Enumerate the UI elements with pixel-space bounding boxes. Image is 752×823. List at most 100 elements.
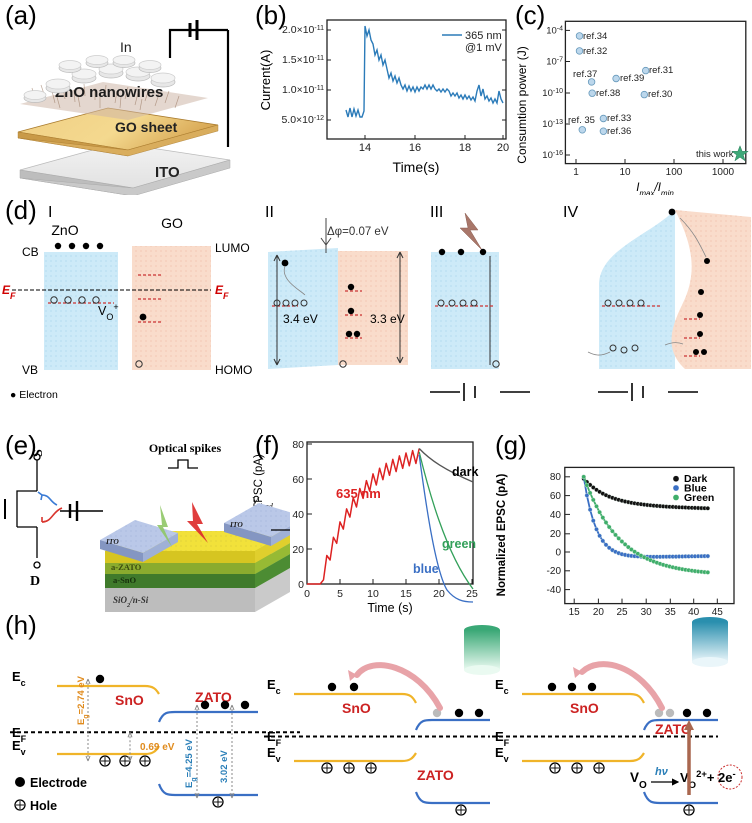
- svg-text:EF: EF: [215, 283, 229, 301]
- svg-text:3.4 eV: 3.4 eV: [283, 312, 318, 326]
- svg-text:Optical spikes: Optical spikes: [149, 441, 222, 455]
- svg-text:Ec: Ec: [495, 677, 509, 696]
- svg-text:635 nm: 635 nm: [336, 486, 381, 501]
- svg-text:40: 40: [550, 510, 562, 521]
- svg-text:@1 mV: @1 mV: [465, 42, 503, 54]
- svg-text:S: S: [31, 449, 46, 457]
- svg-text:Ec: Ec: [12, 669, 26, 688]
- svg-text:10-13: 10-13: [542, 119, 563, 131]
- svg-text:20: 20: [292, 544, 304, 556]
- svg-text:In: In: [120, 39, 132, 55]
- svg-text:ZnO nanowires: ZnO nanowires: [55, 84, 163, 101]
- svg-text:10-10: 10-10: [542, 88, 563, 100]
- svg-text:II: II: [265, 204, 274, 221]
- svg-text:I: I: [48, 204, 52, 221]
- svg-text:SnO: SnO: [342, 700, 371, 716]
- svg-text:ref.34: ref.34: [583, 31, 607, 42]
- svg-text:ZATO: ZATO: [417, 767, 454, 783]
- svg-text:ref.39: ref.39: [620, 73, 644, 84]
- svg-text:D: D: [30, 574, 40, 589]
- svg-text:0: 0: [555, 548, 561, 559]
- svg-text:ITO: ITO: [155, 164, 180, 181]
- svg-text:ref.37: ref.37: [573, 69, 597, 80]
- svg-text:5.0×10-12: 5.0×10-12: [281, 114, 324, 126]
- svg-text:60: 60: [550, 491, 562, 502]
- svg-text:ref.32: ref.32: [583, 46, 607, 57]
- svg-text:20: 20: [497, 142, 509, 154]
- svg-text:1000: 1000: [712, 167, 735, 178]
- svg-text:ITO: ITO: [229, 520, 243, 529]
- svg-text:80: 80: [550, 472, 562, 483]
- svg-text:Hole: Hole: [30, 799, 57, 813]
- svg-text:60: 60: [292, 474, 304, 486]
- svg-text:20: 20: [550, 529, 562, 540]
- svg-text:EF: EF: [2, 283, 16, 301]
- svg-text:10: 10: [619, 167, 631, 178]
- svg-text:100: 100: [666, 167, 683, 178]
- svg-text:-20: -20: [547, 566, 562, 577]
- svg-text:0.69 eV: 0.69 eV: [140, 742, 175, 753]
- svg-text:hν: hν: [655, 766, 669, 778]
- svg-text:VO2++: VO2++: [680, 769, 715, 791]
- svg-text:Consumtion power (J): Consumtion power (J): [515, 46, 529, 163]
- svg-text:10: 10: [367, 588, 379, 600]
- svg-text:Green: Green: [684, 492, 714, 504]
- svg-text:ref.30: ref.30: [648, 89, 672, 100]
- svg-text:a-ZATO: a-ZATO: [111, 562, 142, 572]
- svg-text:Electrode: Electrode: [30, 776, 87, 790]
- svg-text:ZnO: ZnO: [51, 222, 78, 238]
- svg-text:ref.36: ref.36: [607, 126, 631, 137]
- svg-text:ITO: ITO: [105, 537, 119, 546]
- svg-text:10-7: 10-7: [546, 56, 563, 68]
- svg-text:Δφ=0.07 eV: Δφ=0.07 eV: [327, 226, 389, 238]
- svg-text:GO sheet: GO sheet: [115, 119, 178, 135]
- svg-text:VO: VO: [630, 770, 647, 791]
- svg-text:40: 40: [292, 509, 304, 521]
- svg-text:15: 15: [400, 588, 412, 600]
- svg-text:2e-: 2e-: [718, 769, 736, 786]
- svg-text:1: 1: [573, 167, 579, 178]
- svg-text:ref. 35: ref. 35: [568, 115, 595, 126]
- svg-text:-40: -40: [547, 585, 562, 596]
- svg-text:● Electron: ● Electron: [10, 389, 58, 401]
- svg-text:GO: GO: [161, 215, 183, 231]
- svg-text:Eg=4.25 eV: Eg=4.25 eV: [184, 738, 198, 788]
- svg-text:3.02 eV: 3.02 eV: [219, 750, 230, 783]
- svg-text:1.5×10-11: 1.5×10-11: [282, 54, 324, 66]
- svg-text:80: 80: [292, 439, 304, 451]
- svg-text:VB: VB: [22, 363, 38, 377]
- svg-text:Ec: Ec: [267, 677, 281, 696]
- svg-text:dark: dark: [452, 465, 478, 479]
- svg-text:SnO: SnO: [115, 692, 144, 708]
- svg-text:1.0×10-11: 1.0×10-11: [282, 84, 324, 96]
- svg-text:IV: IV: [563, 204, 578, 221]
- svg-text:this work: this work: [696, 149, 734, 160]
- svg-text:10-4: 10-4: [546, 25, 563, 37]
- svg-text:ref.31: ref.31: [649, 65, 673, 76]
- svg-text:25: 25: [466, 588, 478, 600]
- svg-text:5: 5: [337, 588, 343, 600]
- svg-text:Eg=2.74 eV: Eg=2.74 eV: [76, 675, 90, 725]
- svg-text:18: 18: [459, 142, 471, 154]
- svg-text:a-SnO: a-SnO: [113, 575, 137, 585]
- svg-text:SnO: SnO: [570, 700, 599, 716]
- svg-text:2.0×10-11: 2.0×10-11: [282, 24, 324, 36]
- svg-text:ref.38: ref.38: [596, 88, 620, 99]
- svg-text:III: III: [430, 204, 443, 221]
- svg-text:10-16: 10-16: [542, 150, 563, 162]
- svg-text:0: 0: [304, 588, 310, 600]
- svg-text:14: 14: [359, 142, 371, 154]
- svg-text:ref.33: ref.33: [607, 113, 631, 124]
- svg-text:365 nm: 365 nm: [465, 30, 502, 42]
- svg-text:green: green: [442, 537, 476, 551]
- svg-text:blue: blue: [413, 562, 439, 576]
- svg-text:Current(A): Current(A): [258, 50, 273, 111]
- svg-text:20: 20: [433, 588, 445, 600]
- svg-text:3.3 eV: 3.3 eV: [370, 312, 405, 326]
- svg-text:Normalized EPSC (pA): Normalized EPSC (pA): [496, 473, 508, 596]
- svg-text:Time(s): Time(s): [393, 159, 440, 175]
- svg-text:CB: CB: [22, 245, 39, 259]
- svg-text:LUMO: LUMO: [215, 241, 250, 255]
- svg-text:16: 16: [409, 142, 421, 154]
- svg-text:HOMO: HOMO: [215, 363, 252, 377]
